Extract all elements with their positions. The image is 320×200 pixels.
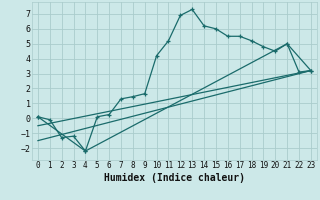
X-axis label: Humidex (Indice chaleur): Humidex (Indice chaleur) xyxy=(104,173,245,183)
